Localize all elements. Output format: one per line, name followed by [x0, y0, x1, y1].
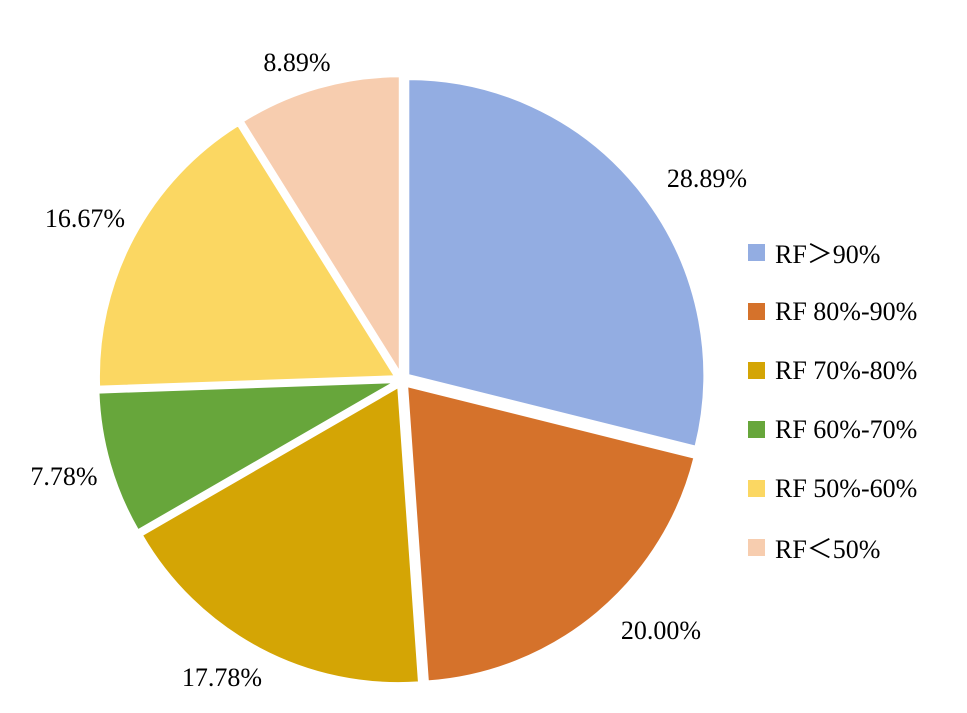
pie-slice	[97, 381, 395, 532]
legend-label: RF 80%-90%	[775, 296, 918, 326]
legend-item: RF＜50%	[748, 518, 917, 577]
chart-legend: RF＞90% RF 80%-90% RF 70%-80% RF 60%-70% RF 5…	[748, 223, 917, 577]
slice-data-label: 28.89%	[667, 164, 747, 193]
slice-data-label: 16.67%	[45, 204, 125, 233]
legend-label: RF 70%-80%	[775, 355, 918, 385]
legend-item: RF 70%-80%	[748, 341, 917, 400]
legend-label: RF 50%-60%	[775, 473, 918, 503]
pie-slice	[241, 75, 401, 376]
slice-data-label: 17.78%	[182, 663, 262, 692]
legend-label: RF 60%-70%	[775, 414, 918, 444]
legend-swatch	[748, 362, 765, 379]
legend-swatch	[748, 480, 765, 497]
slice-labels: 28.89% 20.00% 17.78% 7.78% 16.67% 8.89%	[30, 48, 747, 692]
legend-swatch	[748, 421, 765, 438]
legend-item: RF 60%-70%	[748, 400, 917, 459]
legend-swatch	[748, 303, 765, 320]
pie-slices	[97, 75, 706, 684]
pie-slice	[97, 123, 397, 388]
slice-data-label: 7.78%	[30, 462, 97, 491]
slice-data-label: 8.89%	[263, 48, 330, 77]
pie-slice	[140, 385, 421, 684]
legend-item: RF 50%-60%	[748, 459, 917, 518]
legend-swatch	[748, 539, 765, 556]
legend-label: RF＞90%	[775, 240, 881, 269]
slice-data-label: 20.00%	[621, 616, 701, 645]
legend-item: RF＞90%	[748, 223, 917, 282]
legend-label: RF＜50%	[775, 535, 881, 564]
pie-slice	[407, 78, 706, 448]
legend-swatch	[748, 244, 765, 261]
pie-slice	[406, 384, 696, 683]
legend-item: RF 80%-90%	[748, 282, 917, 341]
